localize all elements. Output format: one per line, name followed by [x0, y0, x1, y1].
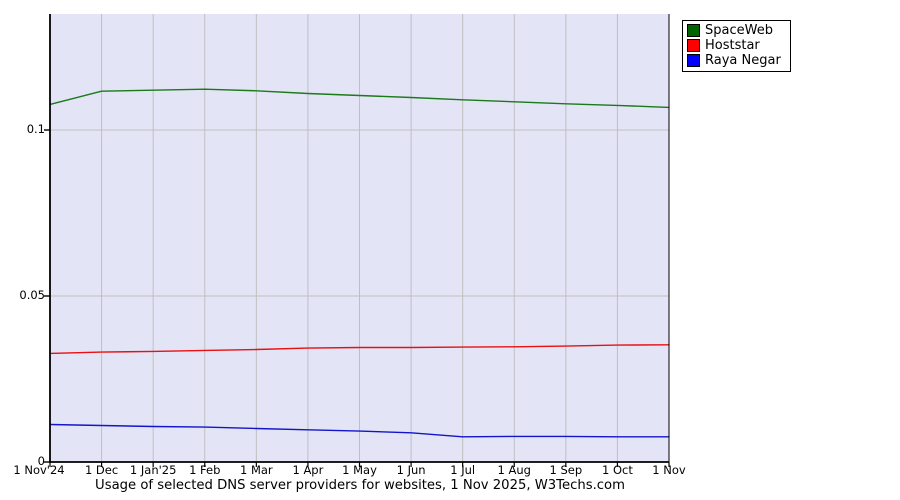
x-tick-label: 1 Nov'24 [13, 463, 65, 477]
x-tick-label: 1 May [342, 463, 377, 477]
y-tick-label: 0.1 [26, 122, 45, 136]
x-tick-label: 1 Jul [450, 463, 476, 477]
x-tick-label: 1 Jan'25 [129, 463, 177, 477]
legend-swatch-raya-negar [687, 54, 700, 67]
legend-swatch-spaceweb [687, 24, 700, 37]
legend-label-hoststar: Hoststar [705, 38, 760, 53]
legend-item-spaceweb: SpaceWeb [687, 24, 781, 37]
legend-swatch-hoststar [687, 39, 700, 52]
legend-label-spaceweb: SpaceWeb [705, 23, 773, 38]
x-tick-label: 1 Apr [292, 463, 324, 477]
x-tick-label: 1 Aug [497, 463, 531, 477]
chart-title: Usage of selected DNS server providers f… [95, 478, 625, 493]
x-tick-label: 1 Sep [549, 463, 583, 477]
legend-item-hoststar: Hoststar [687, 39, 781, 52]
legend-item-raya-negar: Raya Negar [687, 54, 781, 67]
legend: SpaceWeb Hoststar Raya Negar [682, 20, 791, 72]
x-tick-label: 1 Dec [84, 463, 119, 477]
y-tick-label: 0 [37, 454, 45, 468]
x-tick-label: 1 Feb [189, 463, 221, 477]
x-tick-label: 1 Nov [652, 463, 686, 477]
legend-label-raya-negar: Raya Negar [705, 53, 781, 68]
x-tick-label: 1 Mar [239, 463, 273, 477]
y-tick-label: 0.05 [19, 288, 45, 302]
x-tick-label: 1 Oct [601, 463, 633, 477]
x-tick-label: 1 Jun [396, 463, 426, 477]
